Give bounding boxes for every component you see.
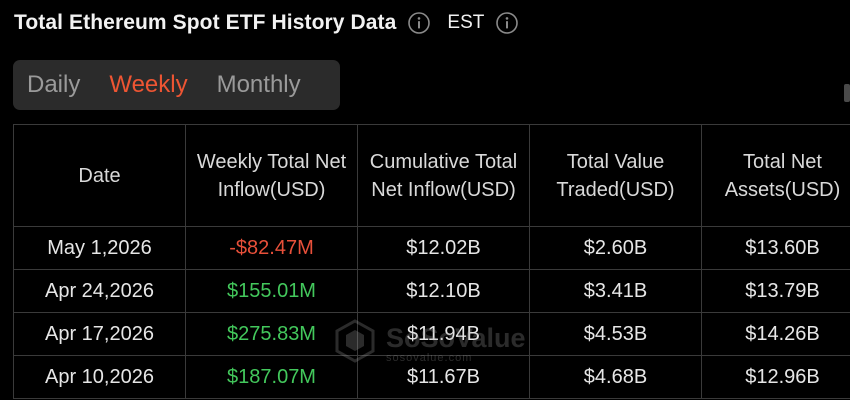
cell-cumulative-net-inflow: $12.02B [357, 226, 530, 270]
cell-date: May 1,2026 [13, 226, 186, 270]
page-title: Total Ethereum Spot ETF History Data [14, 11, 397, 34]
cell-cumulative-net-inflow: $12.10B [357, 269, 530, 313]
column-header-weekly-net-inflow: Weekly Total Net Inflow(USD) [185, 124, 358, 227]
etf-history-table: Date Weekly Total Net Inflow(USD) Cumula… [13, 124, 850, 399]
cell-net-assets: $13.79B [701, 269, 850, 313]
cell-cumulative-net-inflow: $11.67B [357, 355, 530, 399]
column-header-date: Date [13, 124, 186, 227]
table-row: May 1,2026 -$82.47M $12.02B $2.60B $13.6… [13, 226, 850, 270]
cell-value-traded: $2.60B [529, 226, 702, 270]
column-header-net-assets: Total Net Assets(USD) [701, 124, 850, 227]
table-header-row: Date Weekly Total Net Inflow(USD) Cumula… [13, 124, 850, 227]
cell-weekly-net-inflow: -$82.47M [185, 226, 358, 270]
cell-value-traded: $3.41B [529, 269, 702, 313]
timezone-label: EST [447, 12, 485, 33]
tab-monthly[interactable]: Monthly [216, 71, 301, 98]
header: Total Ethereum Spot ETF History Data EST [14, 6, 519, 40]
cell-date: Apr 24,2026 [13, 269, 186, 313]
cell-net-assets: $12.96B [701, 355, 850, 399]
cell-value-traded: $4.68B [529, 355, 702, 399]
cell-weekly-net-inflow: $187.07M [185, 355, 358, 399]
cell-date: Apr 10,2026 [13, 355, 186, 399]
cell-weekly-net-inflow: $275.83M [185, 312, 358, 356]
table-row: Apr 17,2026 $275.83M $11.94B $4.53B $14.… [13, 312, 850, 356]
table-row: Apr 24,2026 $155.01M $12.10B $3.41B $13.… [13, 269, 850, 313]
tab-daily[interactable]: Daily [27, 71, 81, 98]
timezone-info-icon[interactable] [495, 11, 519, 35]
horizontal-scroll-handle[interactable] [844, 84, 850, 102]
period-tabs: Daily Weekly Monthly [13, 60, 340, 110]
cell-date: Apr 17,2026 [13, 312, 186, 356]
table-row: Apr 10,2026 $187.07M $11.67B $4.68B $12.… [13, 355, 850, 399]
cell-weekly-net-inflow: $155.01M [185, 269, 358, 313]
column-header-cumulative-net-inflow: Cumulative Total Net Inflow(USD) [357, 124, 530, 227]
cell-net-assets: $13.60B [701, 226, 850, 270]
cell-cumulative-net-inflow: $11.94B [357, 312, 530, 356]
cell-value-traded: $4.53B [529, 312, 702, 356]
column-header-value-traded: Total Value Traded(USD) [529, 124, 702, 227]
title-info-icon[interactable] [407, 11, 431, 35]
tab-weekly[interactable]: Weekly [109, 71, 188, 98]
cell-net-assets: $14.26B [701, 312, 850, 356]
